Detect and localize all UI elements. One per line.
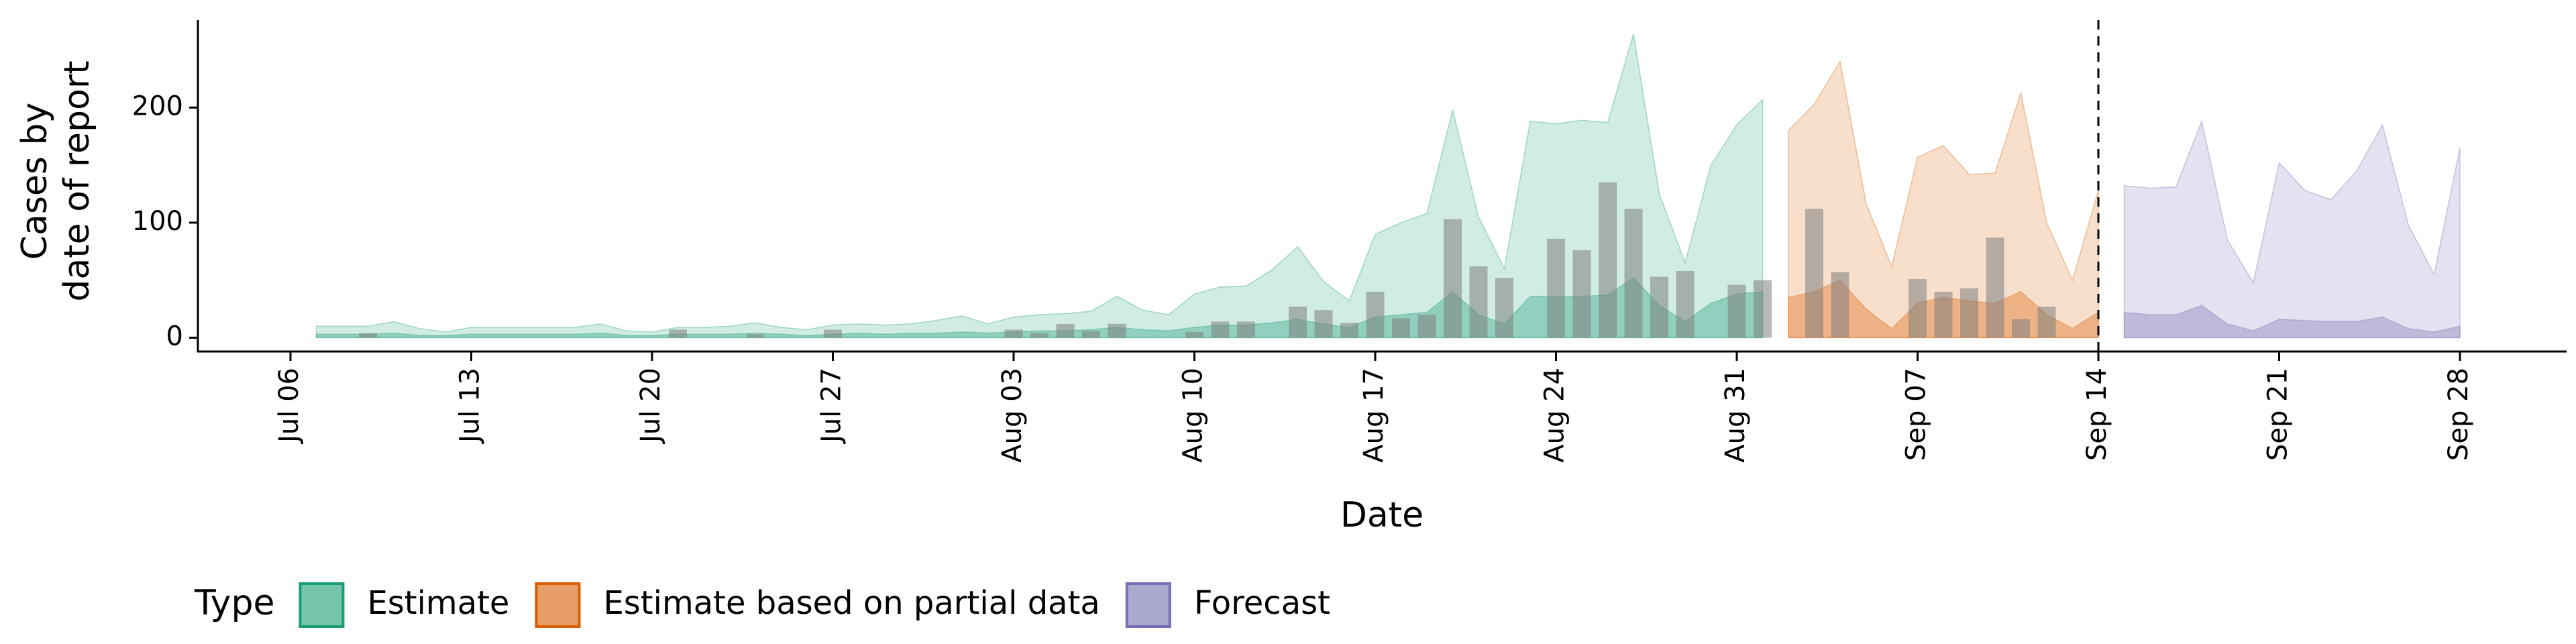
bar bbox=[1960, 288, 1978, 338]
x-tick-label: Jul 13 bbox=[455, 368, 486, 445]
bar bbox=[2037, 307, 2056, 338]
y-axis-title: Cases by bbox=[15, 103, 55, 260]
ribbon bbox=[1788, 60, 2099, 339]
x-tick-label: Jul 06 bbox=[274, 368, 305, 445]
bar bbox=[1211, 321, 1230, 338]
bar bbox=[1934, 291, 1953, 338]
bar bbox=[2012, 319, 2030, 338]
y-axis-title: date of report bbox=[57, 60, 97, 301]
bar bbox=[1754, 280, 1772, 338]
bar bbox=[1108, 323, 1126, 338]
y-tick-label: 200 bbox=[132, 91, 183, 121]
x-tick-label: Sep 07 bbox=[1901, 368, 1932, 461]
x-tick-label: Jul 27 bbox=[816, 368, 847, 445]
bar bbox=[1417, 315, 1436, 338]
bar bbox=[1495, 278, 1513, 338]
bar bbox=[1056, 323, 1075, 338]
legend-swatch bbox=[299, 582, 345, 628]
bar bbox=[1986, 237, 2004, 338]
x-tick-label: Aug 03 bbox=[997, 368, 1028, 463]
bar bbox=[824, 329, 842, 338]
ribbon bbox=[315, 34, 1764, 339]
ribbon bbox=[2123, 305, 2461, 339]
legend-label: Estimate bbox=[367, 584, 509, 622]
y-tick-label: 0 bbox=[166, 321, 183, 352]
legend-swatch bbox=[1125, 582, 1171, 628]
bar bbox=[1650, 276, 1668, 338]
bar bbox=[1340, 323, 1358, 338]
bar bbox=[1676, 270, 1695, 338]
bar bbox=[746, 334, 765, 338]
bar bbox=[1392, 318, 1410, 338]
bar bbox=[1909, 278, 1927, 338]
y-tick-label: 100 bbox=[132, 206, 183, 237]
x-tick-label: Jul 20 bbox=[635, 368, 666, 445]
plot-area: 0 100 200 Jul 06 Jul 13 Jul 20 Jul 27 Aug 03 Aug… bbox=[132, 20, 2567, 463]
bar bbox=[1237, 321, 1255, 338]
legend-title: Type bbox=[194, 583, 274, 623]
bar bbox=[1469, 266, 1488, 338]
x-tick-label: Aug 17 bbox=[1358, 368, 1389, 463]
legend: Type Estimate Estimate based on partial d… bbox=[194, 582, 1330, 628]
legend-label: Estimate based on partial data bbox=[603, 584, 1099, 622]
x-axis-title: Date bbox=[1340, 495, 1424, 535]
bar bbox=[669, 329, 687, 338]
x-tick-label: Aug 10 bbox=[1178, 368, 1209, 463]
legend-label: Forecast bbox=[1194, 584, 1330, 622]
bar bbox=[1599, 182, 1617, 338]
bar bbox=[1004, 329, 1023, 338]
x-tick-label: Sep 14 bbox=[2082, 368, 2112, 461]
bar bbox=[1030, 333, 1049, 338]
x-tick-label: Aug 24 bbox=[1540, 368, 1570, 463]
bar bbox=[1314, 310, 1333, 338]
bar bbox=[1082, 331, 1100, 338]
bar bbox=[1444, 219, 1462, 338]
x-tick-label: Aug 31 bbox=[1720, 368, 1751, 463]
bar bbox=[1185, 331, 1203, 338]
bar bbox=[1366, 291, 1385, 338]
legend-swatch bbox=[535, 582, 581, 628]
ribbon bbox=[2123, 119, 2461, 339]
bar bbox=[1624, 209, 1643, 338]
bar bbox=[1831, 272, 1849, 338]
bar bbox=[1727, 284, 1746, 338]
bar bbox=[1547, 238, 1565, 338]
x-tick-label: Sep 21 bbox=[2263, 368, 2294, 461]
bar bbox=[1805, 209, 1823, 338]
x-tick-label: Sep 28 bbox=[2443, 368, 2474, 461]
bar bbox=[1289, 307, 1307, 338]
bar bbox=[359, 333, 377, 338]
bar bbox=[1572, 250, 1591, 338]
